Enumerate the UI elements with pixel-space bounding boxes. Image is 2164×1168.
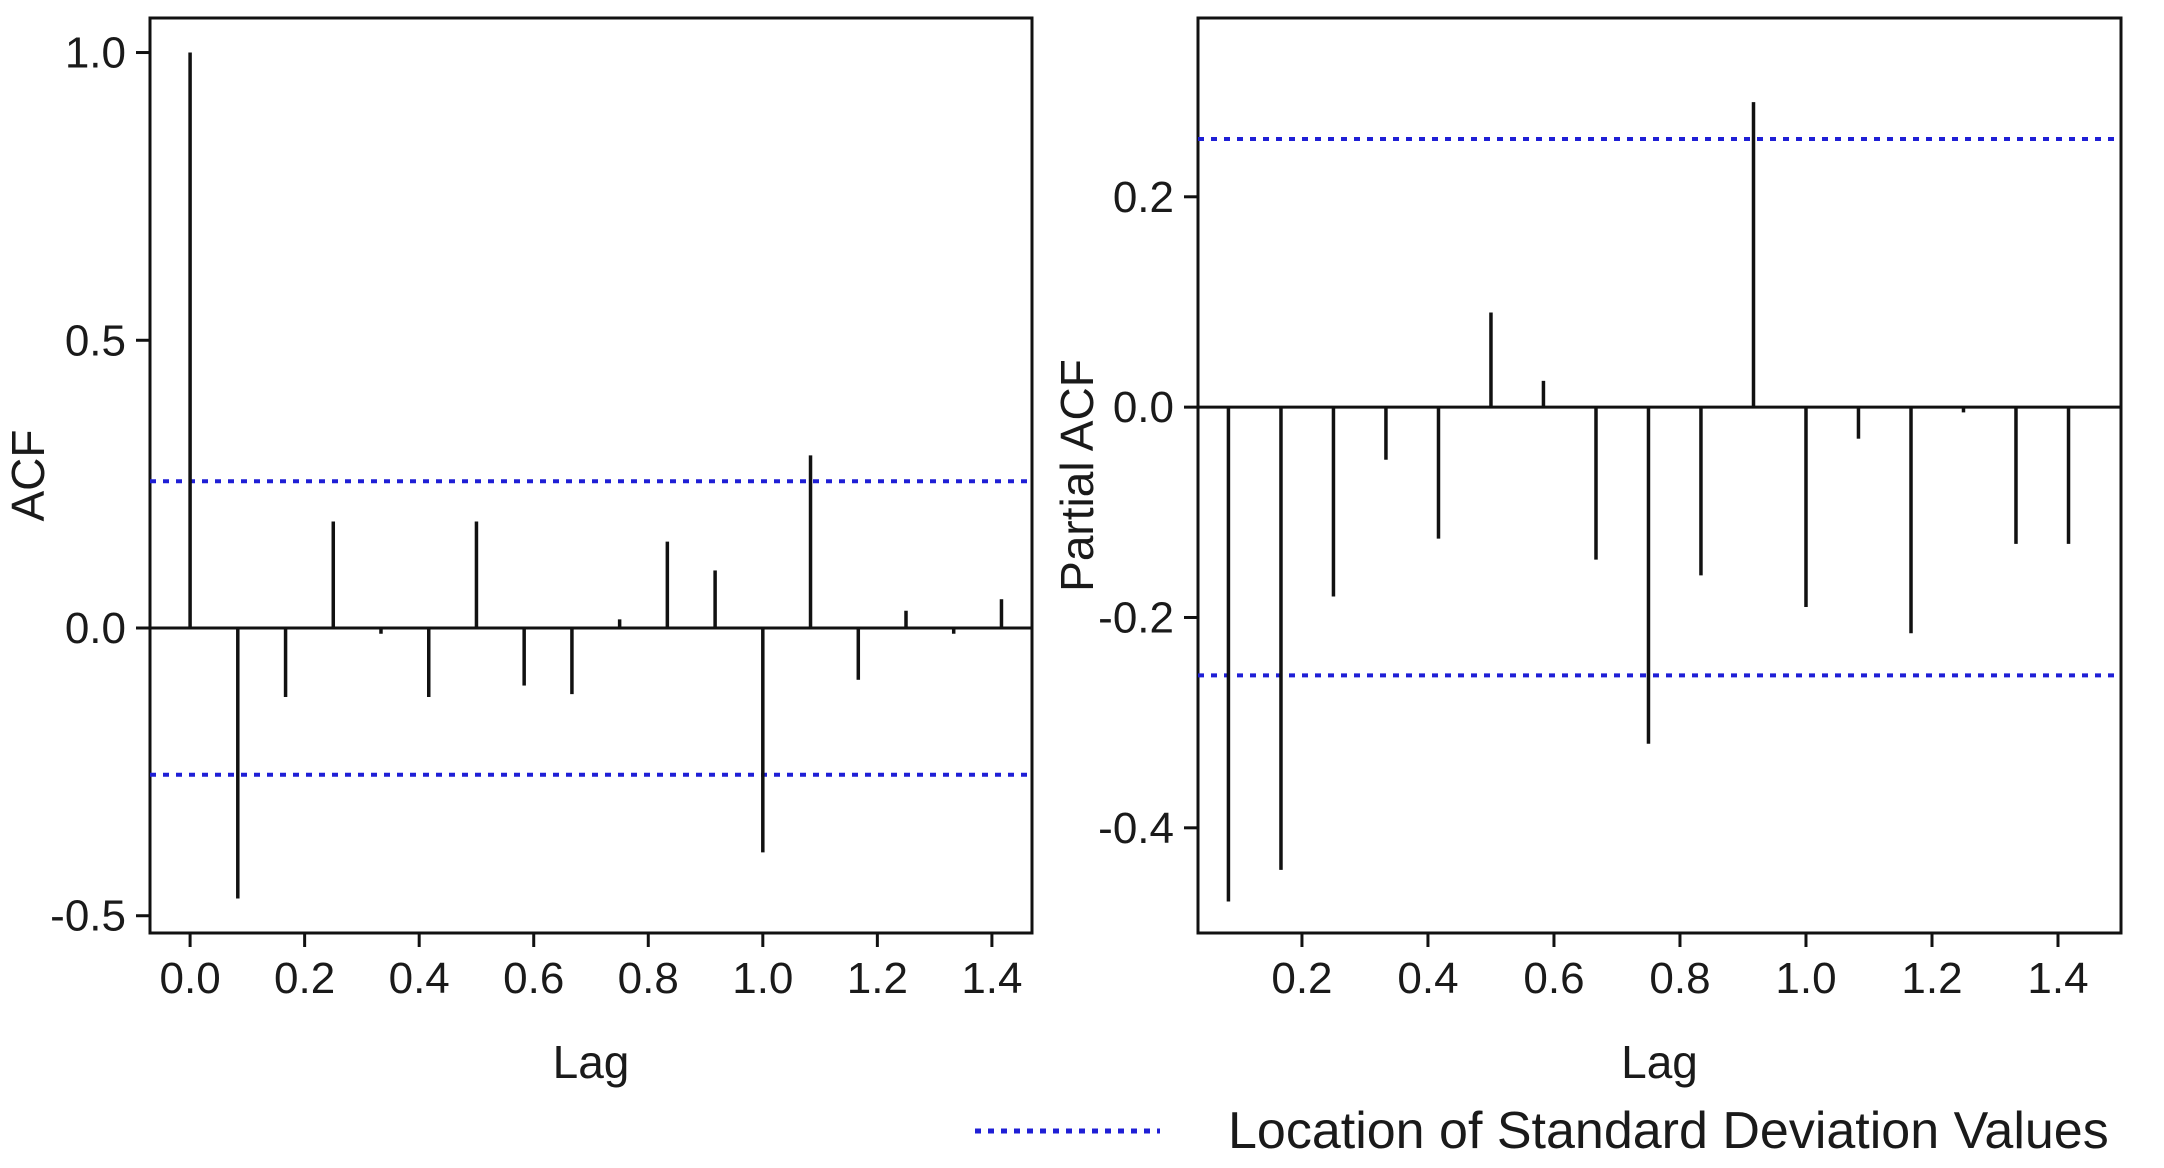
x-axis-title: Lag	[553, 1036, 630, 1088]
y-tick-label: -0.2	[1098, 593, 1174, 642]
x-tick-label: 1.4	[2027, 954, 2088, 1003]
x-tick-label: 0.4	[389, 954, 450, 1003]
x-tick-label: 1.0	[732, 954, 793, 1003]
x-axis-title: Lag	[1621, 1036, 1698, 1088]
x-tick-label: 1.0	[1775, 954, 1836, 1003]
y-tick-label: 0.0	[1113, 383, 1174, 432]
pacf-panel: 0.2 0.4 0.6 0.8 1.0 1.2 1.4 -0.4 -0.2 0.0 0.2 Lag Pa…	[1051, 16, 2123, 1088]
legend: Location of Standard Deviation Values	[975, 1102, 2109, 1160]
x-tick-label: 1.4	[961, 954, 1022, 1003]
x-tick-label: 0.0	[160, 954, 221, 1003]
x-tick-label: 0.4	[1397, 954, 1458, 1003]
x-tick-label: 1.2	[847, 954, 908, 1003]
legend-label: Location of Standard Deviation Values	[1228, 1102, 2109, 1160]
y-tick-label: 0.2	[1113, 173, 1174, 222]
y-axis-title: Partial ACF	[1051, 359, 1103, 592]
x-tick-label: 0.2	[274, 954, 335, 1003]
y-axis-title: ACF	[2, 430, 54, 522]
plot-frame	[1196, 16, 2123, 935]
x-tick-label: 0.8	[1649, 954, 1710, 1003]
x-tick-label: 0.8	[618, 954, 679, 1003]
y-tick-label: -0.5	[50, 892, 126, 941]
y-tick-label: -0.4	[1098, 804, 1174, 853]
y-tick-label: 1.0	[65, 29, 126, 78]
plot-frame	[148, 16, 1034, 935]
x-tick-label: 1.2	[1901, 954, 1962, 1003]
acf-panel: 0.0 0.2 0.4 0.6 0.8 1.0 1.2 1.4 -0.5 0.0 0.5 1.0 Lag…	[2, 16, 1034, 1088]
y-tick-label: 0.5	[65, 316, 126, 365]
x-tick-label: 0.6	[1523, 954, 1584, 1003]
x-tick-label: 0.2	[1271, 954, 1332, 1003]
x-tick-label: 0.6	[503, 954, 564, 1003]
y-tick-label: 0.0	[65, 604, 126, 653]
